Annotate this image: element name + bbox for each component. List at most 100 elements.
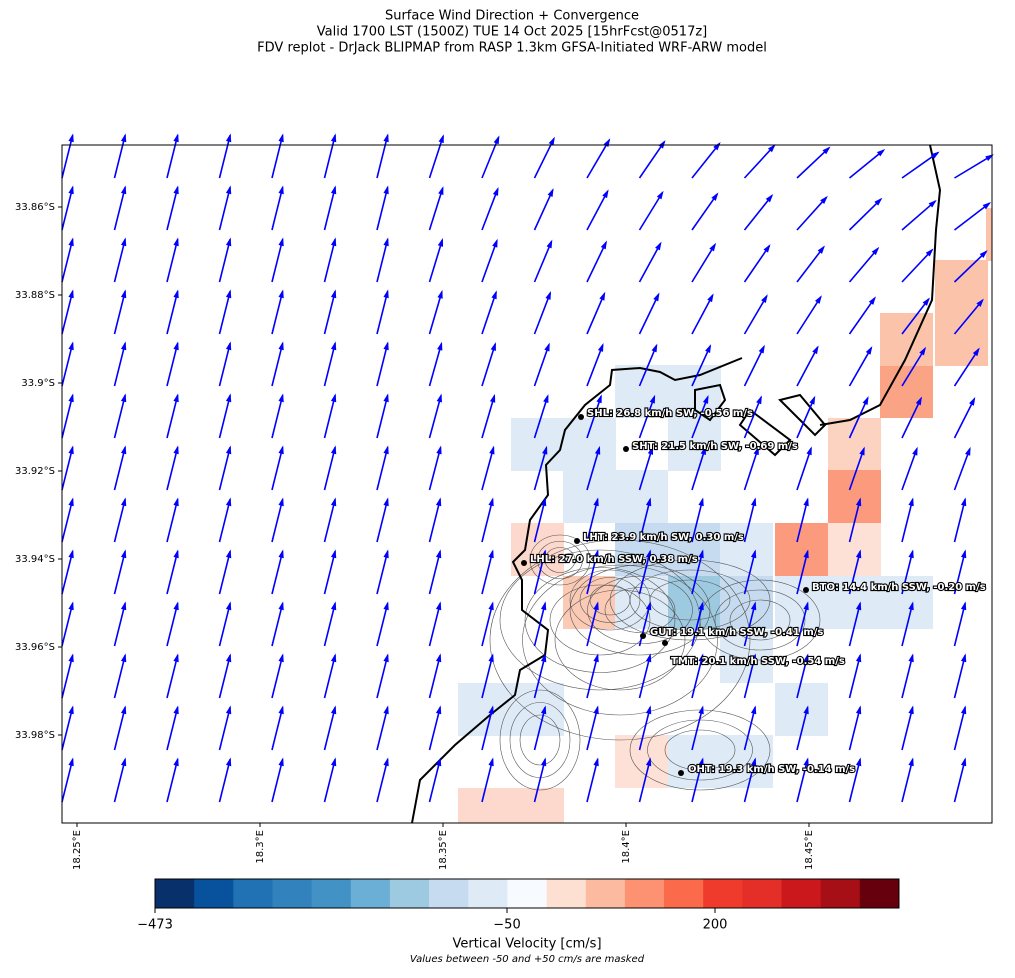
wind-arrow [218,653,232,699]
arrow-shaft [271,551,284,595]
arrow-head [908,705,914,715]
arrow-shaft [848,759,861,803]
wind-arrow [848,148,886,179]
arrow-shaft [901,200,936,231]
contour [714,589,806,651]
wind-arrow [218,497,232,543]
wind-arrow [743,653,757,699]
arrow-head [593,549,599,559]
wind-arrow [586,343,604,387]
arrow-head [278,133,284,143]
wind-arrow [481,393,496,439]
arrow-shaft [533,138,555,179]
wind-arrow [954,202,992,231]
coastline [411,357,743,824]
arrow-head [173,445,179,455]
arrow-shaft [901,152,939,179]
wind-arrow [271,341,284,387]
contour [522,564,718,716]
arrow-head [750,549,757,559]
arrow-shaft [638,294,660,335]
wind-arrow [166,445,179,491]
wind-arrow [113,237,127,283]
arrow-shaft [481,707,494,751]
arrow-head [711,192,719,201]
arrow-head [120,341,127,351]
arrow-head [489,393,496,403]
arrow-head [700,446,706,456]
colorbar-label: Vertical Velocity [cm/s] [452,937,601,952]
arrow-shaft [218,655,231,699]
arrow-shaft [954,154,993,179]
arrow-head [855,757,862,767]
arrow-shaft [61,603,74,647]
arrow-shaft [848,198,882,231]
wind-arrow [218,445,232,491]
wind-arrow [113,341,127,387]
wind-arrow [586,549,599,595]
wind-arrow [376,705,389,751]
arrow-head [278,549,284,559]
wind-arrow [638,653,652,699]
contour [629,709,771,791]
wind-arrow [376,549,389,595]
arrow-head [763,244,771,253]
arrow-shaft [376,447,389,491]
arrow-head [435,653,442,663]
arrow-shaft [586,759,599,803]
arrow-head [435,549,442,559]
wind-arrow [323,497,337,543]
colorbar-note: Values between -50 and +50 cm/s are mask… [410,954,645,965]
wind-arrow [113,497,127,543]
arrow-head [173,757,179,767]
lat-tick-label: 33.96°S [15,642,55,653]
arrow-shaft [428,447,442,491]
arrow-head [602,189,609,199]
arrow-head [490,342,496,352]
arrow-shaft [691,345,711,387]
arrow-shaft [586,655,599,699]
arrow-shaft [481,499,494,543]
arrow-shaft [61,551,74,595]
wind-arrow [218,549,232,595]
arrow-shaft [323,395,336,439]
arrow-shaft [428,759,441,803]
arrow-head [173,133,179,143]
convergence-cell [828,576,881,629]
arrow-head [647,445,654,455]
wind-arrow [61,549,74,595]
wind-arrow [376,393,389,439]
station-label: TMT: 20.1 km/h SSW, -0.54 m/s [671,656,845,667]
wind-arrow [323,289,337,335]
arrow-head [543,394,549,404]
arrow-shaft [743,145,775,179]
convergence-cell [880,365,933,418]
arrow-shaft [691,143,721,179]
wind-arrow [533,601,547,647]
wind-arrow [796,446,812,491]
arrow-head [540,601,547,611]
wind-arrow [586,497,599,543]
arrow-shaft [848,551,861,595]
arrow-shaft [953,551,966,595]
convergence-cell [775,576,828,629]
wind-arrow [166,237,179,283]
arrow-shaft [743,396,762,439]
arrow-shaft [638,603,651,647]
colorbar-bin [585,879,626,908]
arrow-shaft [166,343,179,387]
arrow-head [173,289,179,299]
colorbar-bin [624,879,665,908]
arrow-head [120,289,127,299]
arrow-head [698,757,704,767]
wind-arrow [218,601,232,647]
wind-arrow [848,446,865,491]
wind-arrow [481,135,500,179]
arrow-head [960,601,967,611]
wind-arrow [113,653,127,699]
wind-arrow [743,497,757,543]
arrow-shaft [271,395,284,439]
arrow-shaft [376,291,389,335]
wind-arrow [166,393,179,439]
wind-arrow [428,757,442,803]
